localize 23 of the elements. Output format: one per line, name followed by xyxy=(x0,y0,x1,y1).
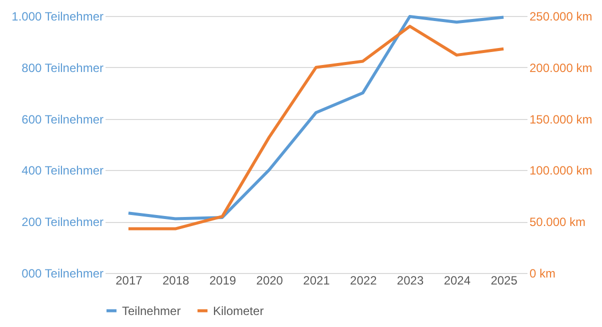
y2-tick-label: 0 km xyxy=(530,266,556,280)
x-tick-label: 2025 xyxy=(490,274,518,288)
y2-tick-label: 100.000 km xyxy=(530,164,592,178)
x-tick-label: 2024 xyxy=(444,274,471,288)
y-tick-label: 000 Teilnehmer xyxy=(22,266,104,280)
x-tick-label: 2019 xyxy=(209,274,236,288)
y2-tick-label: 200.000 km xyxy=(530,60,592,75)
y-tick-label: 200 Teilnehmer xyxy=(22,215,104,230)
y-tick-label: 600 Teilnehmer xyxy=(22,112,104,126)
y2-tick-label: 250.000 km xyxy=(530,10,592,24)
y-tick-label: 400 Teilnehmer xyxy=(22,164,104,178)
x-tick-label: 2017 xyxy=(116,274,143,288)
legend-label: Kilometer xyxy=(213,304,264,318)
x-tick-label: 2023 xyxy=(396,274,424,288)
x-tick-label: 2021 xyxy=(303,274,330,288)
x-tick-label: 2022 xyxy=(350,274,378,288)
y-tick-label: 1.000 Teilnehmer xyxy=(12,10,104,24)
x-tick-label: 2020 xyxy=(256,274,284,288)
y2-tick-label: 50.000 km xyxy=(530,215,586,230)
y-tick-label: 800 Teilnehmer xyxy=(22,60,104,75)
legend-label: Teilnehmer xyxy=(122,304,181,318)
y2-tick-label: 150.000 km xyxy=(530,112,592,126)
x-tick-label: 2018 xyxy=(162,274,190,288)
